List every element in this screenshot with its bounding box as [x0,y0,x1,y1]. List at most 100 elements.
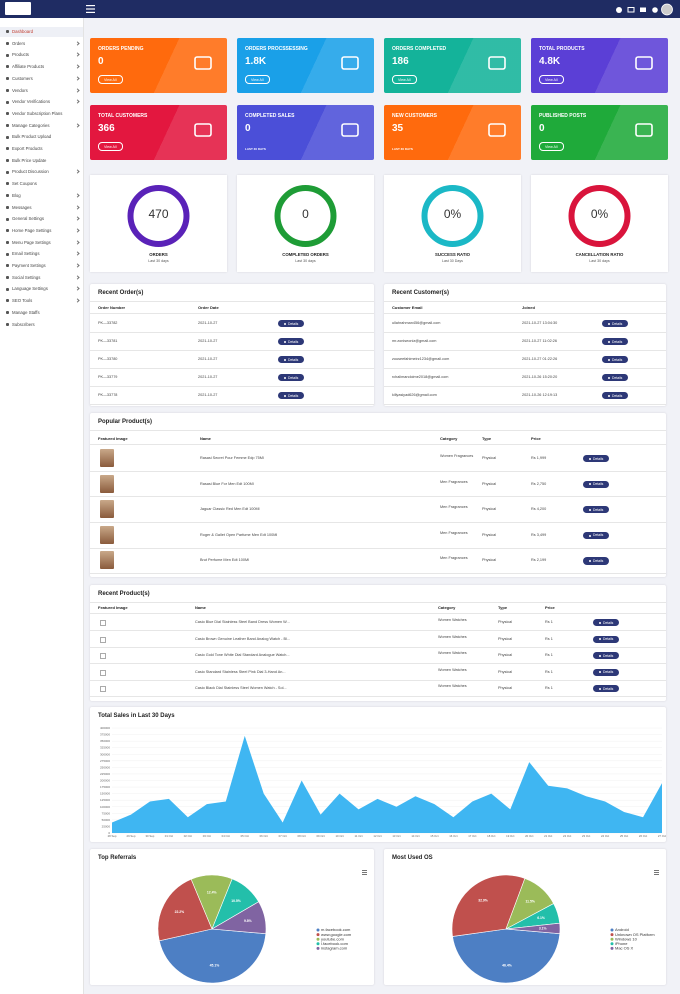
details-button[interactable]: Details [602,356,629,364]
stat-note: Last 30 days [295,259,316,263]
table-cell: Physical [498,636,513,641]
view-all-button[interactable]: View All [245,75,270,84]
details-button[interactable]: Details [602,338,629,346]
details-button[interactable]: Details [278,338,305,346]
card-value: 0 [539,123,545,134]
details-button[interactable]: Details [278,356,305,364]
y-tick-label: 200000 [100,779,110,783]
divider [90,332,374,333]
menu-item[interactable]: Home Page Settings [6,228,51,233]
product-image [100,474,114,493]
product-image [100,620,106,626]
table-cell: PK—33781 [98,339,118,343]
card-icon [635,56,653,70]
panel: Top Referrals 45.1% 22.2% 12.4% 10.5% 9.8% m.f… [90,849,374,985]
details-button[interactable]: Details [602,374,629,382]
details-button[interactable]: Details [602,320,629,328]
table-cell: Women Watches [438,618,467,622]
menu-item[interactable]: Affiliate Products [6,64,44,69]
card-icon [194,123,212,137]
x-tick-label: 19 Oct [506,834,514,838]
chart-menu-icon [654,874,659,875]
view-all-button[interactable]: View All [98,142,123,151]
divider [90,313,374,314]
table-cell: Jaguar Classic Red Men Edt 100Ml [200,507,260,512]
details-button[interactable]: Details [278,320,305,328]
details-button[interactable]: Details [583,531,610,539]
menu-item[interactable]: Dashboard [6,29,33,34]
menu-item[interactable]: Vendor Verifications [6,99,50,104]
menu-item[interactable]: Social Settings [6,275,40,280]
details-button[interactable]: Details [593,652,620,660]
menu-item[interactable]: Menu Page Settings [6,240,51,245]
menu-item[interactable]: Payment Settings [6,263,46,268]
menu-item[interactable]: Bulk Product Upload [6,134,51,139]
details-button[interactable]: Details [593,685,620,693]
table-cell: Rs 1 [545,669,553,674]
panel-title: Recent Order(s) [98,290,144,296]
icon-shape [488,56,506,70]
table-cell: Rs 1,999 [531,456,547,460]
area-chart: 0 25000 50000 75000 100000 125000 150000 175000… [100,726,666,838]
nav-icons[interactable] [615,3,675,16]
menu-item[interactable]: General Settings [6,216,44,221]
view-all-button[interactable]: View All [392,75,417,84]
menu-item[interactable]: Messages [6,205,32,210]
menu-item[interactable]: Products [6,52,29,57]
details-button[interactable]: Details [583,455,610,463]
details-button[interactable]: Details [583,557,610,565]
menu-item[interactable]: Blog [6,193,21,198]
legend-label: Mac OS X [615,946,634,951]
divider [384,368,666,369]
details-button[interactable]: Details [583,480,610,488]
details-button[interactable]: Details [583,506,610,514]
menu-item[interactable]: Orders [6,41,25,46]
details-button[interactable]: Details [593,619,620,627]
details-button[interactable]: Details [278,374,305,382]
view-all-button[interactable]: View All [98,75,123,84]
pie-label: 22.2% [175,910,185,914]
legend-swatch [316,946,320,950]
card-note: LAST 30 DAYS [245,147,266,151]
details-button[interactable]: Details [602,392,629,400]
menu-item[interactable]: Email Settings [6,251,39,256]
stat-box: 470 ORDERS Last 30 days [90,175,227,272]
stat-value: 0 [302,207,309,221]
menu-toggle[interactable] [86,5,95,13]
card-value: 0 [98,56,104,67]
menu-item[interactable]: Bulk Price Update [6,158,46,163]
menu-item[interactable]: SEO Tools [6,298,32,303]
x-tick-label: 05 Oct [241,834,249,838]
stat-card: ORDERS PENDING 0 View All [90,38,227,93]
menu-item[interactable]: Vendor Subscription Plans [6,111,62,116]
view-all-button[interactable]: View All [539,75,564,84]
menu-item[interactable]: Language Settings [6,286,48,291]
menu-item[interactable]: Product Discussion [6,169,49,174]
stat-ring [568,185,631,247]
table-cell: Physical [482,507,497,512]
view-all-button[interactable]: View All [539,142,564,151]
menu-item[interactable]: Manage Staffs [6,310,40,315]
menu-item[interactable]: Vendors [6,88,28,93]
column-header: Type [482,436,492,441]
stat-box: 0 COMPLETED ORDERS Last 30 days [237,175,374,272]
details-button[interactable]: Details [593,668,620,676]
menu-item[interactable]: Subscribers [6,322,35,327]
menu-item[interactable]: Set Coupons [6,181,37,186]
stat-label: ORDERS [149,252,168,257]
logo[interactable] [5,2,31,15]
menu-item[interactable]: Manage Categories [6,123,50,128]
details-button[interactable]: Details [593,635,620,643]
x-tick-label: 28 Sep [108,834,117,838]
table-cell: Physical [498,686,513,690]
menu-item[interactable]: Export Products [6,146,43,151]
details-button[interactable]: Details [278,392,305,400]
divider [90,613,666,614]
card-title: COMPLETED SALES [245,113,295,119]
menu-item[interactable]: Customers [6,76,33,81]
table-cell: 2021-10-27 13:04:30 [522,321,558,325]
stat-card: ORDERS COMPLETED 186 View All [384,38,521,93]
x-tick-label: 02 Oct [184,834,192,838]
divider [384,301,666,302]
